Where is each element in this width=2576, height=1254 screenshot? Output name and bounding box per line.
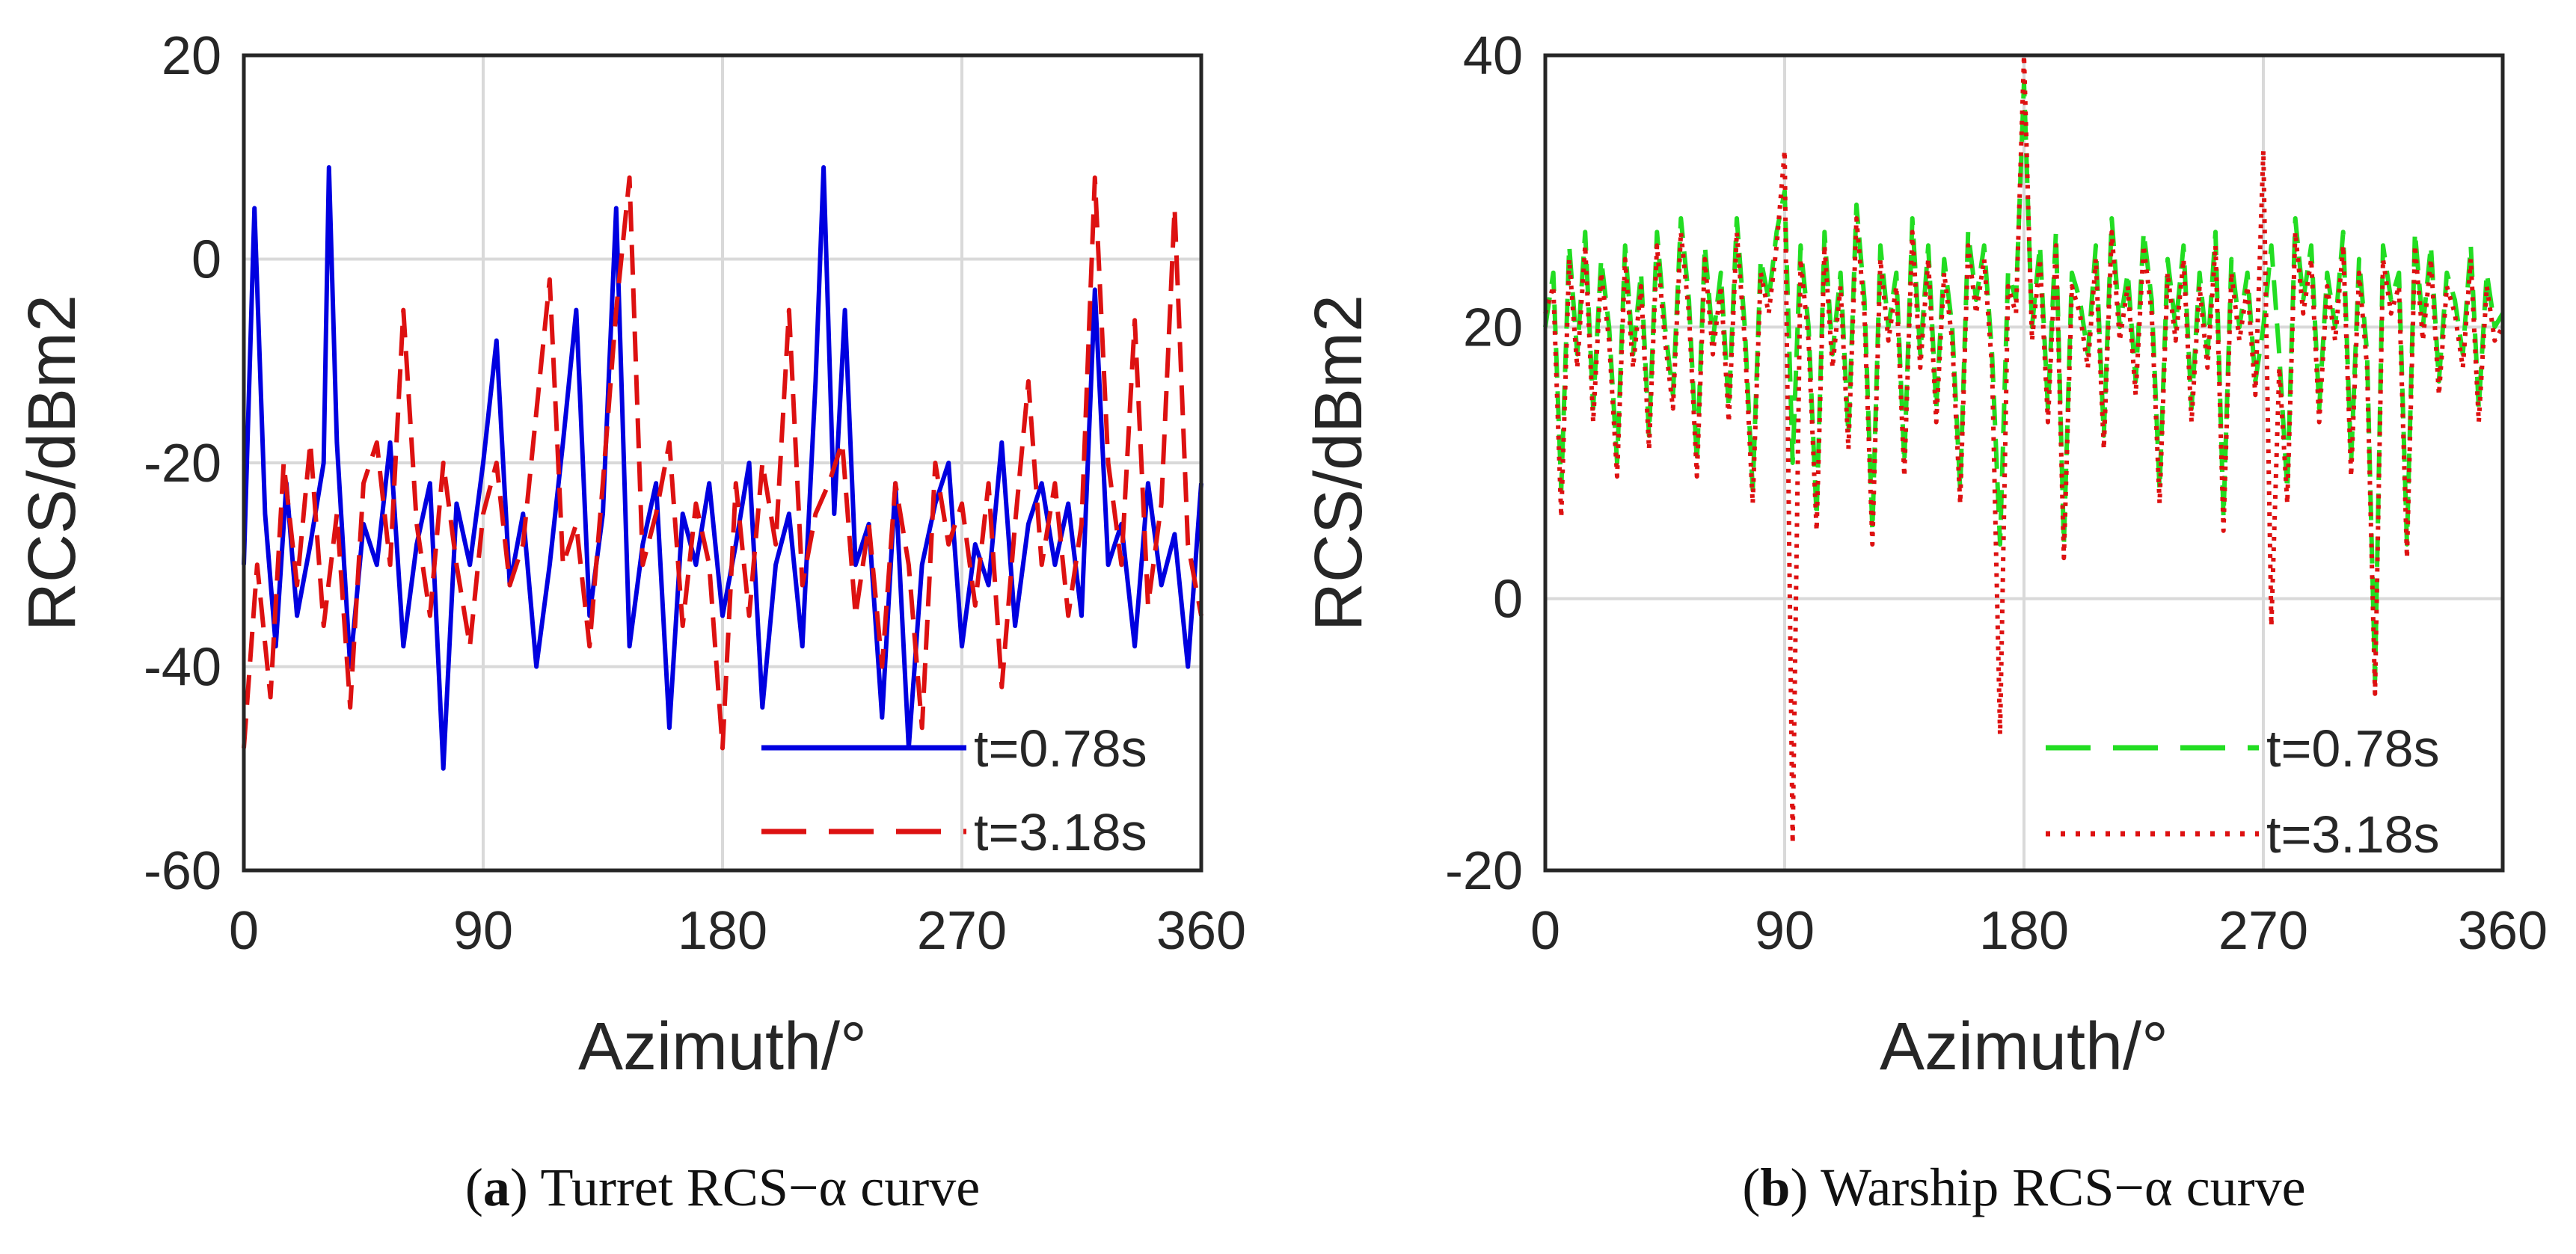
y-tick-label-b-2: 20 bbox=[1463, 298, 1523, 357]
legend-label-a-1: t=3.18s bbox=[974, 803, 1147, 861]
x-axis-label-a: Azimuth/° bbox=[578, 1009, 867, 1084]
y-tick-label-a-2: -20 bbox=[144, 434, 221, 494]
x-tick-label-b-2: 180 bbox=[1979, 901, 2069, 961]
x-tick-label-a-0: 0 bbox=[229, 901, 259, 961]
plot-frame-b bbox=[1543, 53, 2505, 873]
legend-label-a-0: t=0.78s bbox=[974, 719, 1147, 778]
series-line-a-1 bbox=[242, 175, 1203, 751]
caption-a: (a) Turret RCS−α curve bbox=[465, 1158, 980, 1217]
y-axis-label-b: RCS/dBm2 bbox=[1301, 295, 1376, 631]
y-tick-label-a-4: 20 bbox=[162, 26, 221, 86]
y-tick-label-b-0: -20 bbox=[1445, 841, 1523, 901]
caption-b: (b) Warship RCS−α curve bbox=[1742, 1158, 2305, 1217]
legend-b: t=0.78s t=3.18s bbox=[2046, 719, 2440, 864]
x-tick-label-b-1: 90 bbox=[1755, 901, 1815, 961]
x-axis-label-b: Azimuth/° bbox=[1880, 1009, 2168, 1084]
y-tick-label-a-3: 0 bbox=[191, 230, 221, 290]
legend-a: t=0.78s t=3.18s bbox=[761, 719, 1147, 861]
panel-a-turret-chart: 0 90 180 270 360 -60 -40 -20 0 20 Azimuth/° RCS/d… bbox=[15, 26, 1246, 1217]
x-tick-label-b-4: 360 bbox=[2458, 901, 2548, 961]
x-tick-label-a-1: 90 bbox=[453, 901, 513, 961]
caption-letter-a: a bbox=[483, 1158, 510, 1217]
x-tick-label-a-4: 360 bbox=[1156, 901, 1246, 961]
series-line-b-1 bbox=[1543, 53, 2505, 846]
plot-frame-a bbox=[242, 53, 1203, 873]
caption-letter-b: b bbox=[1760, 1158, 1790, 1217]
series-group-b bbox=[1543, 53, 2505, 846]
tick-labels-a: 0 90 180 270 360 -60 -40 -20 0 20 bbox=[144, 26, 1246, 961]
y-tick-label-b-1: 0 bbox=[1493, 570, 1523, 630]
legend-label-b-0: t=0.78s bbox=[2266, 719, 2440, 778]
y-axis-label-a: RCS/dBm2 bbox=[15, 295, 90, 631]
grid-a bbox=[244, 55, 1201, 870]
x-tick-label-a-3: 270 bbox=[917, 901, 1007, 961]
caption-text-a: Turret RCS−α curve bbox=[541, 1158, 981, 1217]
caption-text-b: Warship RCS−α curve bbox=[1821, 1158, 2305, 1217]
x-tick-label-a-2: 180 bbox=[678, 901, 767, 961]
x-tick-label-b-3: 270 bbox=[2218, 901, 2308, 961]
series-group-a bbox=[242, 165, 1203, 771]
y-tick-label-a-0: -60 bbox=[144, 841, 221, 901]
y-tick-label-a-1: -40 bbox=[144, 638, 221, 698]
x-tick-label-b-0: 0 bbox=[1530, 901, 1560, 961]
legend-label-b-1: t=3.18s bbox=[2266, 805, 2440, 864]
y-tick-label-b-3: 40 bbox=[1463, 26, 1523, 86]
